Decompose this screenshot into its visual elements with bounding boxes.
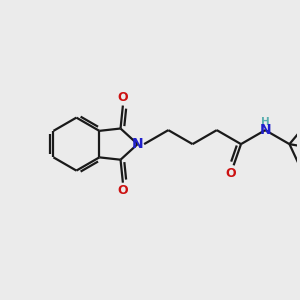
Text: O: O [225,167,236,180]
Text: H: H [261,117,270,127]
Text: O: O [118,91,128,104]
Text: N: N [260,123,271,137]
Text: N: N [132,137,143,151]
Text: O: O [118,184,128,197]
